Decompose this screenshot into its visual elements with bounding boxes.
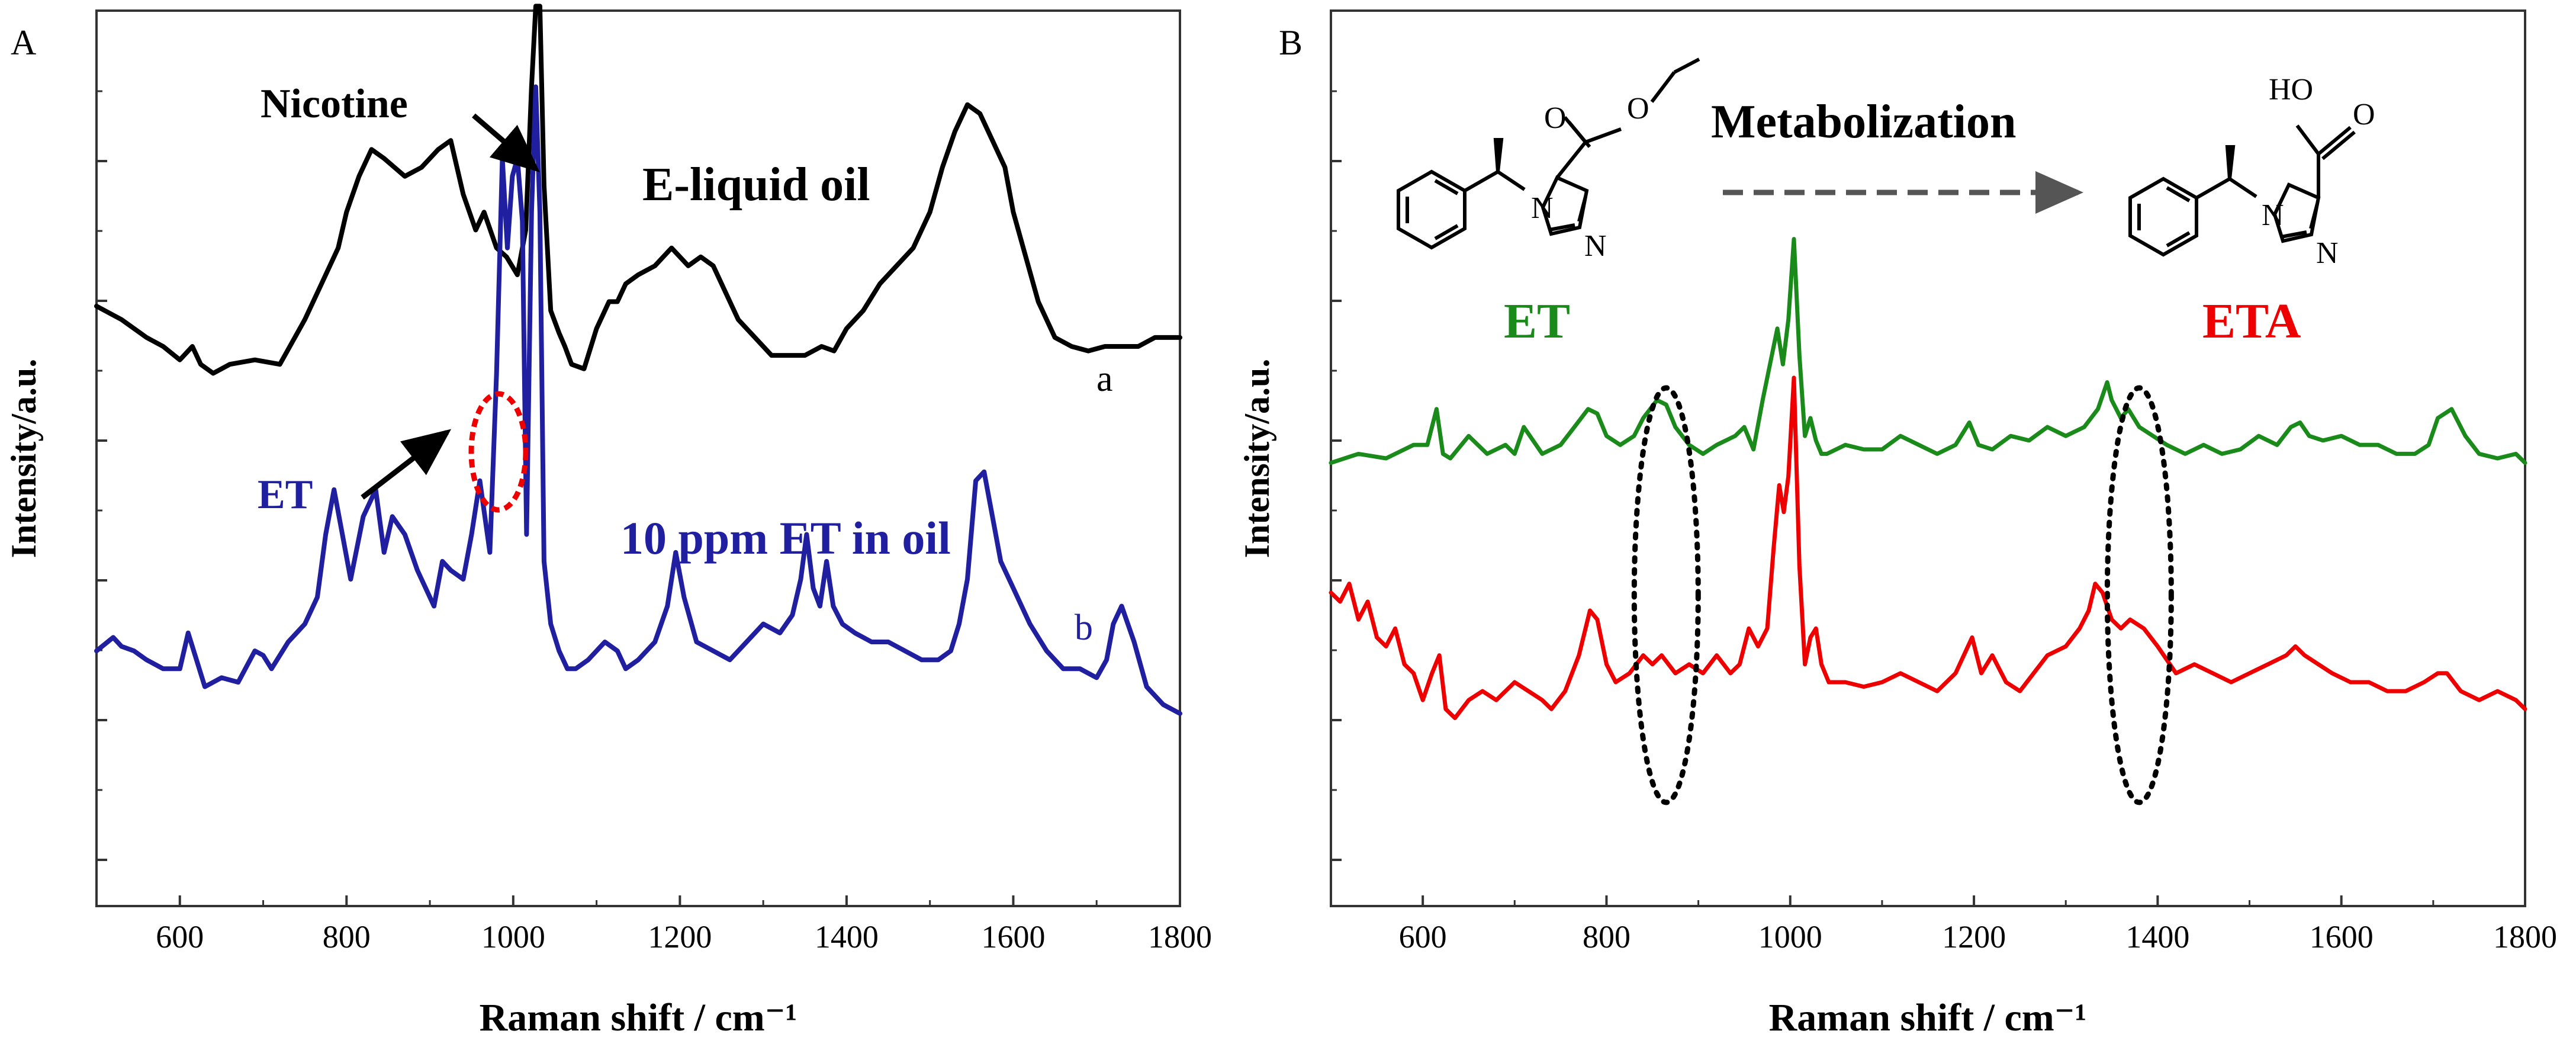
et-in-oil-caption: 10 ppm ET in oil (620, 512, 951, 564)
panel-a-x-tick-label: 600 (156, 919, 204, 955)
panel-b-plot-frame (1330, 9, 2526, 907)
et-molecule-n3-atom: N (1584, 229, 1607, 263)
panel-b-x-axis-label: Raman shift / cm⁻¹ (1769, 996, 2087, 1039)
panel-a-y-axis-label: Intensity/a.u. (4, 359, 43, 558)
panel-a-plot-frame (95, 9, 1181, 907)
panel-a-x-tick-label: 1400 (815, 919, 879, 955)
panel-b-x-ticks: 600 800 1000 1200 1400 1600 1800 (1330, 895, 2557, 955)
panel-a-x-tick-label: 1600 (981, 919, 1045, 955)
panel-a-x-ticks: 600 800 1000 1200 1400 1600 1800 (95, 895, 1212, 955)
metabolization-label: Metabolization (1711, 96, 2016, 148)
panel-b-x-tick-label: 1200 (1942, 919, 2006, 955)
e-liquid-oil-title: E-liquid oil (642, 159, 870, 211)
panel-b-x-tick-label: 1000 (1758, 919, 1822, 955)
eta-molecule-n3-atom: N (2316, 236, 2339, 270)
panel-b-series-et (1329, 237, 2527, 465)
et-molecule-o2-atom: O (1627, 92, 1649, 126)
panel-a-y-ticks (97, 90, 107, 861)
curve-label-b: b (1075, 608, 1093, 648)
eta-molecule-n1-atom: N (2262, 198, 2284, 232)
panel-b-highlight-band-ellipse (1631, 385, 1701, 805)
panel-b-x-tick-label: 1800 (2493, 919, 2557, 955)
eta-molecule-hydroxyl-label: HO (2269, 73, 2313, 107)
eta-compound-label: ETA (2202, 294, 2301, 349)
panel-b-letter: B (1279, 23, 1303, 62)
panel-a: A 600 800 1000 1200 1400 1600 1800 Raman shift… (4, 4, 1212, 1039)
et-compound-label: ET (1504, 294, 1570, 349)
panel-b-highlight-bands (1631, 385, 2174, 805)
et-marker-arrow (361, 429, 452, 500)
et-molecule-structure (1397, 57, 1700, 250)
panel-b-series-eta (1329, 375, 2527, 720)
panel-a-series-10-ppm-et-in-oil (94, 84, 1182, 716)
panel-a-series (94, 4, 1182, 716)
panel-a-x-tick-label: 1000 (481, 919, 545, 955)
eta-molecule-structure (2128, 124, 2356, 257)
panel-a-x-axis-label: Raman shift / cm⁻¹ (480, 996, 797, 1039)
et-marker-label: ET (258, 472, 313, 518)
curve-label-a: a (1096, 359, 1113, 399)
panel-b-y-ticks (1331, 90, 1342, 861)
et-peak-highlight-ellipse (468, 391, 529, 513)
panel-b-x-tick-label: 1600 (2310, 919, 2374, 955)
et-molecule-o1-atom: O (1544, 101, 1567, 135)
panel-b: B 600 800 1000 1200 1400 1600 1800 Raman shift… (1237, 9, 2557, 1039)
nicotine-label: Nicotine (261, 81, 408, 127)
nicotine-arrow (472, 113, 540, 172)
panel-a-letter: A (11, 23, 36, 62)
panel-a-x-tick-label: 1800 (1148, 919, 1212, 955)
panel-b-highlight-band-ellipse (2104, 385, 2174, 805)
eta-molecule-carbonyl-o-atom: O (2353, 98, 2375, 131)
panel-b-y-axis-label: Intensity/a.u. (1237, 359, 1276, 558)
panel-a-x-tick-label: 800 (323, 919, 371, 955)
panel-a-series-e-liquid-oil (94, 4, 1182, 376)
panel-b-x-tick-label: 1400 (2125, 919, 2189, 955)
panel-b-x-tick-label: 600 (1399, 919, 1447, 955)
et-molecule-n1-atom: N (1531, 191, 1554, 225)
panel-b-x-tick-label: 800 (1583, 919, 1630, 955)
panel-b-series (1329, 237, 2527, 720)
panel-a-x-tick-label: 1200 (648, 919, 712, 955)
